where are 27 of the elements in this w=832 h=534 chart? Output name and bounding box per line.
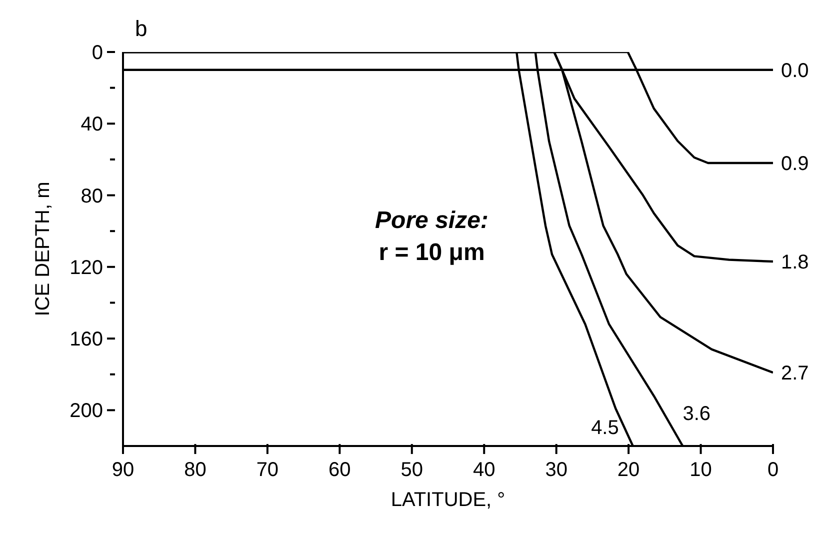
y-tick-label: 40: [80, 114, 103, 136]
x-tick-label: 80: [184, 459, 206, 481]
y-axis-title: ICE DEPTH, m: [32, 182, 54, 316]
y-tick-label: 160: [70, 328, 103, 351]
y-tick-label: 80: [80, 185, 103, 208]
annotation: r = 10 μm: [378, 239, 485, 266]
x-tick-label: 10: [690, 459, 712, 481]
x-tick-label: 60: [328, 459, 351, 481]
annotation: Pore size:: [375, 207, 488, 234]
y-tick-label: 120: [70, 256, 103, 279]
y-tick-label: 200: [70, 400, 103, 422]
x-tick-label: 0: [767, 459, 779, 481]
y-tick-label: 0: [92, 42, 103, 64]
x-axis-title: LATITUDE, °: [390, 489, 506, 511]
series-label: 3.6: [682, 403, 711, 425]
chart-title: b: [135, 16, 148, 41]
series-label: 0.0: [781, 60, 809, 82]
series-label: 4.5: [591, 417, 619, 439]
x-tick-label: 90: [112, 459, 134, 481]
x-tick-label: 30: [545, 459, 568, 481]
x-tick-label: 20: [617, 459, 640, 481]
x-tick-label: 50: [400, 459, 424, 481]
series-label: 2.7: [781, 362, 809, 385]
x-tick-label: 40: [472, 459, 496, 481]
series-label: 0.9: [781, 153, 809, 176]
x-tick-label: 70: [256, 459, 279, 481]
series-label: 1.8: [781, 252, 809, 274]
